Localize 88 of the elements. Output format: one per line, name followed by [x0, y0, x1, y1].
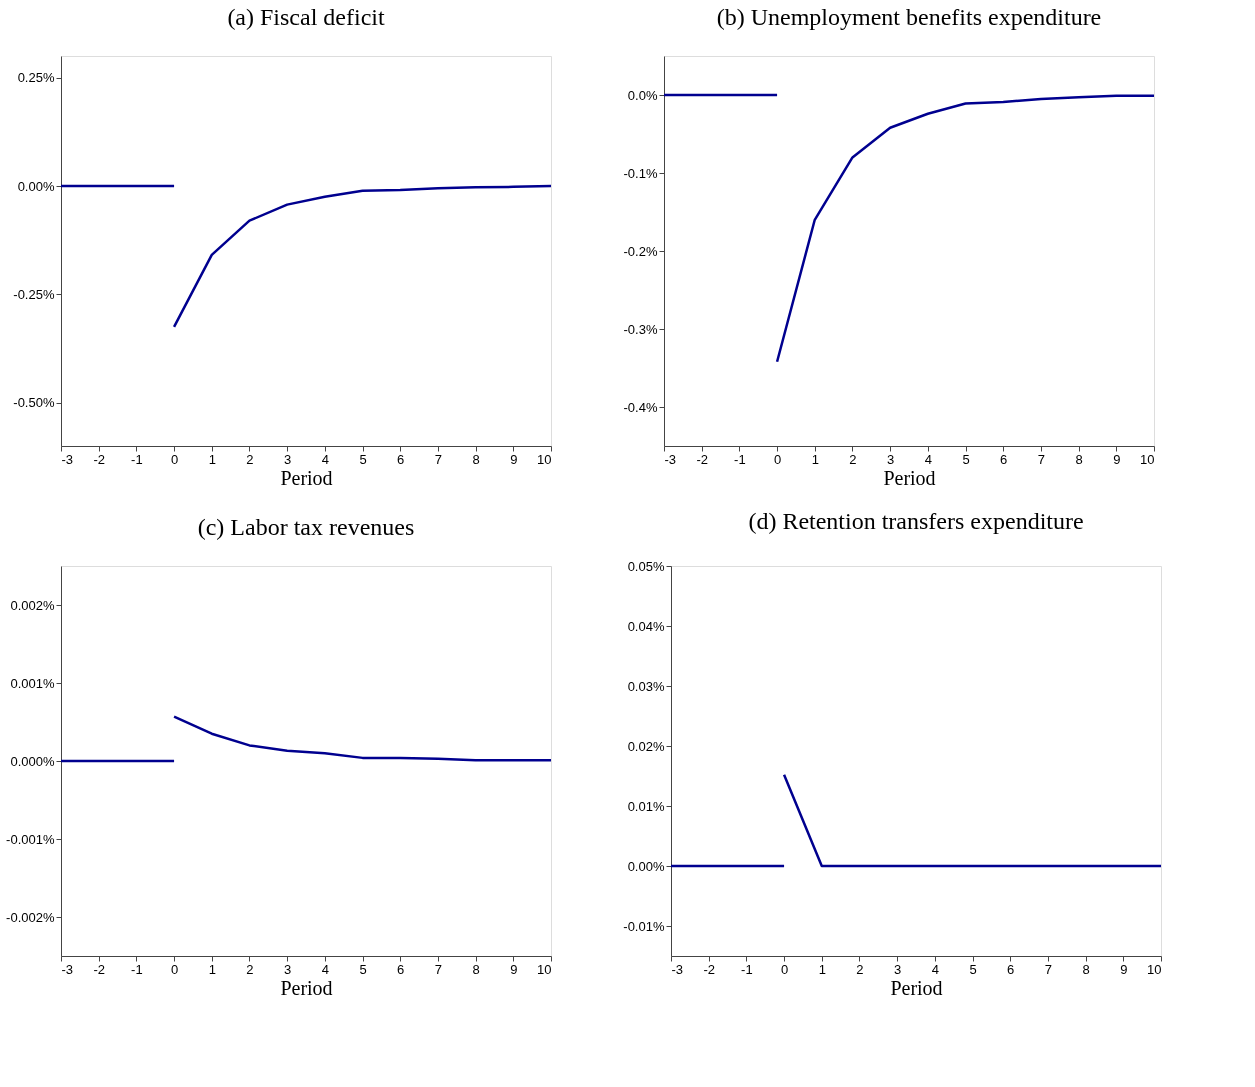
x-tick-label: 1: [818, 961, 826, 977]
y-tick-label: 0.05%: [627, 558, 665, 574]
y-tick-label: 0.002%: [10, 597, 55, 613]
x-tick-label: 10: [537, 961, 552, 977]
x-axis-title: Period: [280, 976, 333, 999]
x-tick-label: 4: [931, 961, 939, 977]
x-tick-label: -3: [61, 451, 74, 467]
y-tick-label: 0.01%: [627, 798, 665, 814]
x-tick-label: 2: [246, 961, 254, 977]
x-tick-label: 7: [434, 451, 443, 467]
y-tick-label: -0.001%: [6, 831, 55, 847]
y-tick-label: -0.002%: [6, 909, 55, 925]
line-series: [172, 184, 551, 329]
y-tick-label: 0.02%: [627, 738, 665, 754]
chart-title: (c) Labor tax revenues: [197, 514, 415, 540]
line-series: [775, 94, 1154, 364]
x-tick-label: 8: [472, 961, 480, 977]
x-tick-label: -2: [93, 451, 105, 467]
x-tick-label: 6: [1000, 451, 1008, 467]
x-tick-label: 6: [1007, 961, 1015, 977]
y-tick-label: -0.4%: [623, 399, 658, 415]
x-tick-label: 2: [246, 451, 254, 467]
x-tick-label: -1: [131, 961, 143, 977]
x-tick-label: 10: [1147, 961, 1162, 977]
y-tick-label: 0.04%: [627, 618, 665, 634]
y-tick-label: 0.0%: [627, 87, 658, 103]
x-tick-label: 5: [359, 961, 367, 977]
x-tick-label: 8: [472, 451, 480, 467]
x-tick-label: 5: [969, 961, 977, 977]
line-series: [172, 715, 551, 762]
x-tick-label: 9: [1113, 451, 1121, 467]
x-tick-label: -2: [696, 451, 708, 467]
x-axis-title: Period: [883, 466, 936, 489]
x-tick-label: 1: [208, 961, 216, 977]
x-tick-label: 2: [856, 961, 864, 977]
x-tick-label: 3: [894, 961, 902, 977]
x-tick-label: 7: [434, 961, 443, 977]
y-tick-label: 0.03%: [627, 678, 665, 694]
y-tick-label: 0.00%: [17, 178, 55, 194]
y-tick-label: 0.00%: [627, 858, 665, 874]
x-axis-title: Period: [890, 976, 943, 999]
x-tick-label: 8: [1075, 451, 1083, 467]
x-tick-label: -1: [131, 451, 143, 467]
x-tick-label: 9: [1120, 961, 1128, 977]
chart-title: (a) Fiscal deficit: [227, 4, 385, 30]
x-tick-label: 3: [284, 961, 292, 977]
y-tick-label: -0.2%: [623, 243, 658, 259]
x-tick-label: 5: [359, 451, 367, 467]
x-tick-label: 5: [962, 451, 970, 467]
x-tick-label: 9: [510, 961, 518, 977]
x-tick-label: 2: [849, 451, 857, 467]
x-tick-label: 6: [397, 451, 405, 467]
x-tick-label: 1: [811, 451, 819, 467]
x-tick-label: 10: [537, 451, 552, 467]
y-tick-label: -0.01%: [623, 918, 665, 934]
x-tick-label: 3: [284, 451, 292, 467]
x-tick-label: -3: [61, 961, 74, 977]
y-tick-label: -0.25%: [13, 286, 55, 302]
chart-title: (b) Unemployment benefits expenditure: [716, 4, 1102, 30]
x-tick-label: 0: [170, 961, 179, 977]
x-tick-label: 4: [321, 961, 329, 977]
x-tick-label: -3: [664, 451, 677, 467]
x-tick-label: 7: [1037, 451, 1046, 467]
x-tick-label: 4: [321, 451, 329, 467]
x-axis-title: Period: [280, 466, 333, 489]
x-tick-label: 6: [397, 961, 405, 977]
y-tick-label: -0.50%: [13, 395, 55, 411]
x-tick-label: 10: [1140, 451, 1155, 467]
x-tick-label: 9: [510, 451, 518, 467]
y-tick-label: -0.1%: [623, 165, 658, 181]
x-tick-label: 0: [170, 451, 179, 467]
x-tick-label: -3: [671, 961, 684, 977]
y-tick-label: 0.001%: [10, 675, 55, 691]
x-tick-label: 3: [887, 451, 895, 467]
x-tick-label: -1: [741, 961, 753, 977]
x-tick-label: 0: [780, 961, 789, 977]
x-tick-label: 4: [924, 451, 932, 467]
x-tick-label: -2: [93, 961, 105, 977]
x-tick-label: 7: [1044, 961, 1053, 977]
y-tick-label: -0.3%: [623, 321, 658, 337]
x-tick-label: -2: [703, 961, 715, 977]
x-tick-label: 1: [208, 451, 216, 467]
y-tick-label: 0.000%: [10, 753, 55, 769]
x-tick-label: 0: [773, 451, 782, 467]
x-tick-label: 8: [1082, 961, 1090, 977]
x-tick-label: -1: [734, 451, 746, 467]
chart-title: (d) Retention transfers expenditure: [748, 508, 1084, 534]
y-tick-label: 0.25%: [17, 70, 55, 86]
